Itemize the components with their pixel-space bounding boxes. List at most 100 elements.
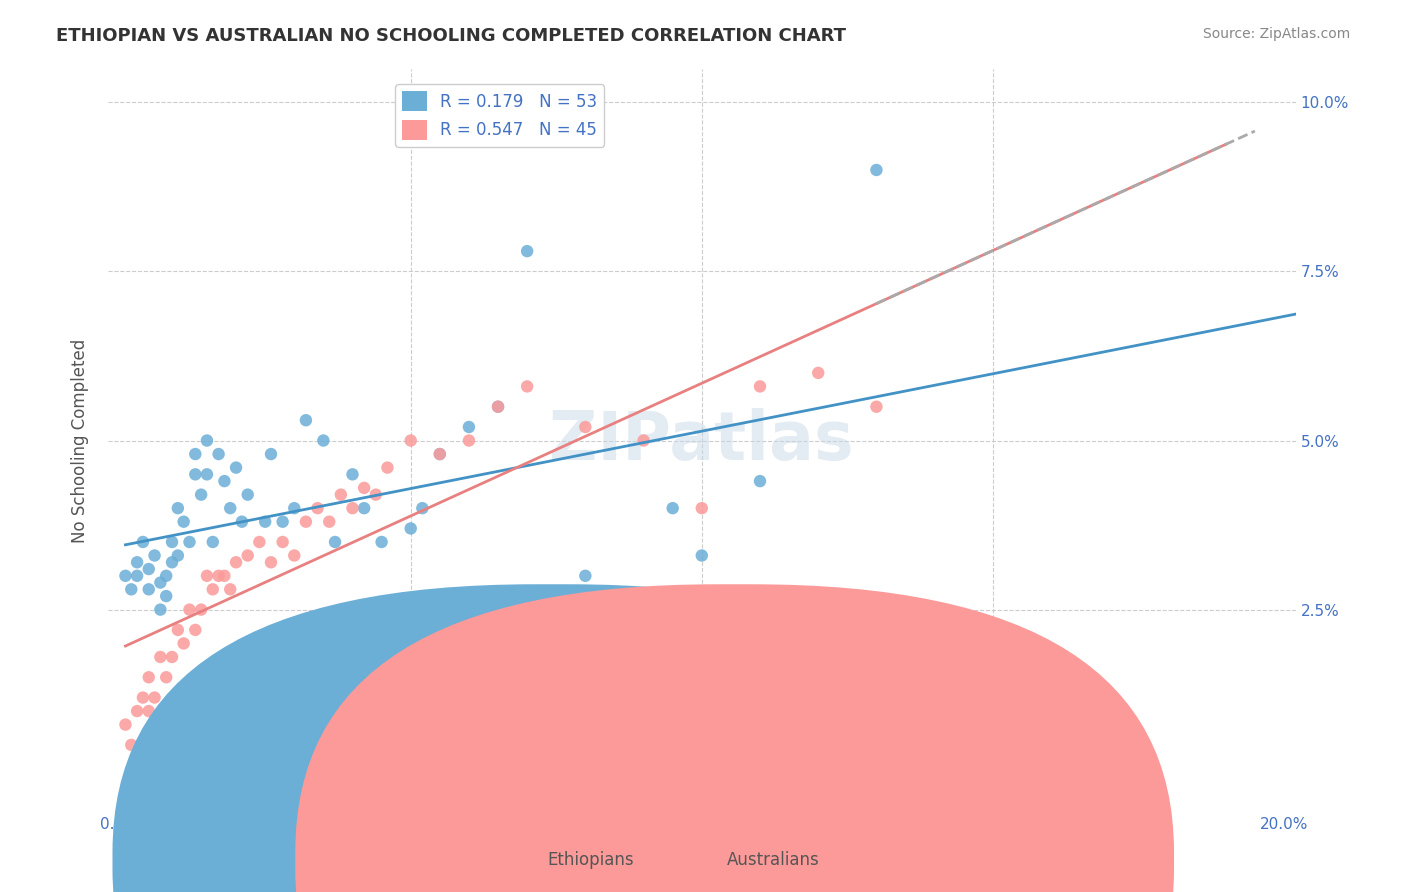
Point: [429, 447, 451, 461]
Point: [214, 569, 236, 583]
Point: [633, 434, 655, 448]
Point: [260, 447, 283, 461]
Point: [353, 481, 375, 495]
Point: [399, 521, 422, 535]
Point: [295, 413, 318, 427]
Point: [219, 582, 242, 597]
Point: [201, 582, 224, 597]
Point: [516, 379, 538, 393]
Point: [574, 569, 596, 583]
Point: [283, 549, 305, 563]
Point: [207, 447, 229, 461]
Point: [486, 400, 509, 414]
Point: [143, 549, 166, 563]
Point: [312, 434, 335, 448]
Point: [179, 535, 201, 549]
Point: [370, 535, 392, 549]
Point: [633, 623, 655, 637]
Point: [149, 650, 172, 665]
Point: [149, 575, 172, 590]
Point: [184, 623, 207, 637]
Point: [225, 555, 247, 569]
Point: [127, 555, 149, 569]
Point: [399, 434, 422, 448]
Point: [865, 163, 887, 178]
Point: [138, 562, 160, 576]
Point: [307, 501, 329, 516]
Point: [207, 569, 229, 583]
Point: [138, 582, 160, 597]
Point: [236, 488, 259, 502]
Point: [458, 434, 481, 448]
Point: [342, 501, 364, 516]
Point: [247, 535, 270, 549]
Point: [138, 670, 160, 684]
Point: [364, 488, 387, 502]
Point: [236, 549, 259, 563]
Point: [114, 569, 136, 583]
Point: [329, 488, 352, 502]
Point: [271, 515, 294, 529]
Point: [184, 447, 207, 461]
Point: [201, 535, 224, 549]
Text: Ethiopians: Ethiopians: [547, 851, 634, 869]
Point: [166, 549, 188, 563]
Point: [149, 602, 172, 616]
Point: [127, 704, 149, 718]
Point: [690, 501, 713, 516]
Legend: R = 0.179   N = 53, R = 0.547   N = 45: R = 0.179 N = 53, R = 0.547 N = 45: [395, 84, 605, 146]
Point: [120, 582, 142, 597]
Point: [574, 420, 596, 434]
Point: [661, 501, 683, 516]
Point: [353, 501, 375, 516]
Point: [195, 467, 218, 482]
Point: [127, 569, 149, 583]
Point: [114, 717, 136, 731]
Point: [160, 555, 183, 569]
Point: [155, 589, 177, 603]
Point: [173, 515, 195, 529]
Point: [690, 549, 713, 563]
Point: [155, 569, 177, 583]
Text: Source: ZipAtlas.com: Source: ZipAtlas.com: [1202, 27, 1350, 41]
Point: [807, 366, 830, 380]
Point: [342, 467, 364, 482]
Point: [865, 400, 887, 414]
Point: [271, 535, 294, 549]
Point: [225, 460, 247, 475]
Y-axis label: No Schooling Completed: No Schooling Completed: [72, 338, 89, 542]
Point: [516, 244, 538, 259]
Point: [173, 636, 195, 650]
Point: [749, 474, 772, 488]
Point: [318, 515, 340, 529]
Text: ETHIOPIAN VS AUSTRALIAN NO SCHOOLING COMPLETED CORRELATION CHART: ETHIOPIAN VS AUSTRALIAN NO SCHOOLING COM…: [56, 27, 846, 45]
Point: [132, 535, 155, 549]
Text: ZIPatlas: ZIPatlas: [550, 408, 853, 474]
Point: [260, 555, 283, 569]
Point: [214, 474, 236, 488]
Point: [190, 602, 212, 616]
Point: [190, 488, 212, 502]
Point: [254, 515, 277, 529]
Point: [155, 670, 177, 684]
Point: [295, 515, 318, 529]
Point: [179, 602, 201, 616]
Point: [160, 650, 183, 665]
Point: [219, 501, 242, 516]
Point: [411, 501, 433, 516]
Point: [377, 460, 399, 475]
Point: [120, 738, 142, 752]
Point: [184, 467, 207, 482]
Point: [138, 704, 160, 718]
Point: [429, 447, 451, 461]
Point: [749, 379, 772, 393]
Point: [231, 515, 253, 529]
Point: [166, 501, 188, 516]
Point: [132, 690, 155, 705]
Point: [166, 623, 188, 637]
Point: [143, 690, 166, 705]
Point: [458, 420, 481, 434]
Point: [486, 400, 509, 414]
Point: [195, 434, 218, 448]
Point: [195, 569, 218, 583]
